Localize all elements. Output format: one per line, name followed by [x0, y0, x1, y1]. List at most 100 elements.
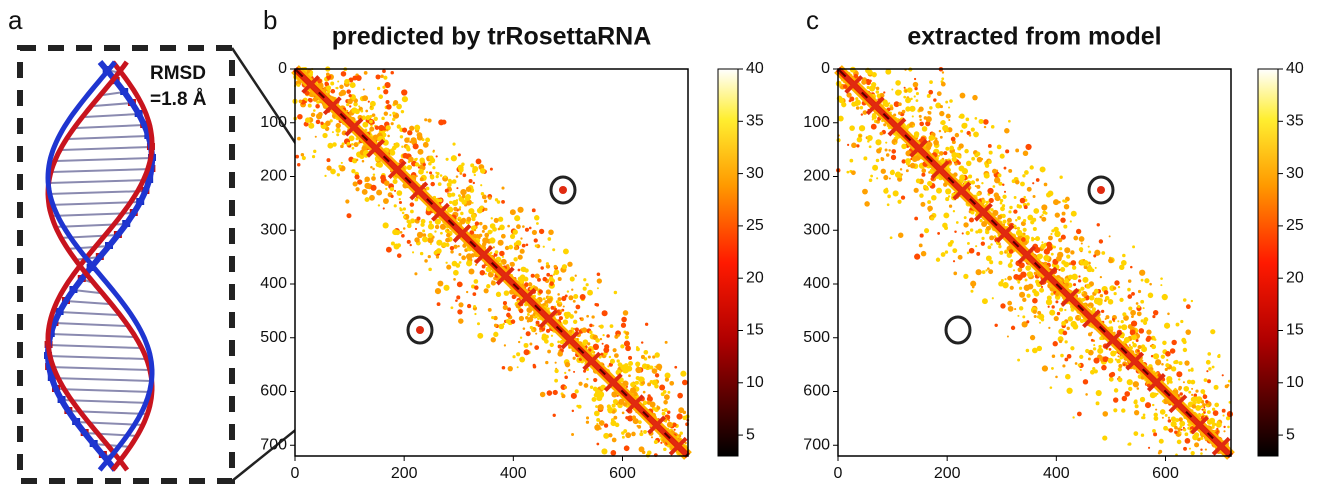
contact — [410, 244, 412, 246]
contact — [860, 106, 863, 109]
contact — [676, 413, 682, 419]
contact — [391, 195, 394, 198]
contact — [662, 409, 664, 411]
base-pair — [49, 180, 149, 183]
contact — [473, 305, 476, 308]
contact — [1190, 380, 1195, 385]
contact — [407, 240, 411, 244]
contact — [1174, 360, 1178, 364]
contact — [849, 100, 852, 103]
contact — [586, 283, 589, 286]
base-pair — [51, 334, 134, 337]
contact — [1073, 236, 1078, 241]
contact — [1002, 282, 1008, 288]
contact — [1065, 374, 1071, 380]
contact — [994, 192, 999, 197]
contact — [378, 204, 380, 206]
base-pair — [54, 323, 126, 326]
contact — [494, 218, 499, 223]
contact — [498, 240, 504, 246]
contact — [1048, 327, 1050, 329]
contact — [1001, 279, 1004, 282]
colorbar — [1258, 69, 1278, 456]
contact — [620, 344, 624, 348]
contact — [552, 248, 555, 251]
contact — [1113, 286, 1116, 289]
contact — [679, 431, 682, 434]
contact — [887, 195, 891, 199]
contact — [885, 148, 888, 151]
contact — [1079, 247, 1083, 251]
contact — [668, 419, 670, 421]
contact — [418, 169, 424, 175]
contact — [518, 341, 520, 343]
contact — [429, 221, 432, 224]
contact — [604, 423, 608, 427]
contact — [507, 225, 510, 228]
contact — [1227, 426, 1230, 429]
contact — [316, 120, 321, 125]
contact — [373, 174, 375, 176]
contact — [456, 295, 460, 299]
contact — [523, 277, 528, 282]
contact — [1026, 320, 1029, 323]
contact — [929, 80, 933, 84]
contact — [1101, 251, 1105, 255]
contact — [1020, 182, 1025, 187]
contact — [308, 123, 314, 129]
contact — [1062, 199, 1065, 202]
contact — [530, 326, 533, 329]
contact — [1034, 315, 1037, 318]
contact — [660, 442, 662, 444]
contact — [994, 177, 1000, 183]
contact — [1188, 391, 1191, 394]
contact — [1088, 250, 1091, 253]
contact — [1218, 354, 1220, 356]
contact — [662, 412, 666, 416]
contact — [575, 389, 579, 393]
base-pair — [85, 114, 139, 117]
contact — [1205, 449, 1207, 451]
contact — [630, 382, 635, 387]
contact — [1017, 216, 1021, 220]
contact — [945, 188, 951, 194]
contact — [948, 119, 950, 121]
contact — [1009, 249, 1014, 254]
contact — [1108, 258, 1113, 263]
colorbar-tick-label: 10 — [746, 374, 764, 391]
contact — [1165, 368, 1168, 371]
contact — [1092, 307, 1096, 311]
contact — [336, 123, 341, 128]
contact — [1138, 345, 1142, 349]
contact — [912, 125, 914, 127]
contact — [970, 290, 973, 293]
contact — [1152, 315, 1155, 318]
contact — [601, 448, 607, 454]
contact — [616, 359, 619, 362]
contact — [643, 430, 647, 434]
contact — [920, 234, 924, 238]
contact — [493, 246, 495, 248]
contact — [1000, 199, 1003, 202]
y-tick-label: 600 — [260, 383, 287, 400]
contact — [1146, 329, 1151, 334]
colorbar — [718, 69, 738, 456]
contact — [1044, 212, 1047, 215]
contact — [961, 123, 967, 129]
contact — [1183, 348, 1187, 352]
contact — [346, 89, 351, 94]
contact — [1227, 411, 1233, 417]
contact — [921, 173, 925, 177]
contact — [480, 184, 482, 186]
contact — [870, 175, 873, 178]
contact — [1158, 452, 1161, 455]
contact — [1184, 360, 1189, 365]
contact — [498, 217, 503, 222]
contact — [376, 74, 381, 79]
contact — [347, 142, 351, 146]
contact — [490, 230, 493, 233]
contact — [480, 168, 486, 174]
contact — [535, 244, 538, 247]
contact — [987, 245, 991, 249]
contact — [299, 99, 303, 103]
